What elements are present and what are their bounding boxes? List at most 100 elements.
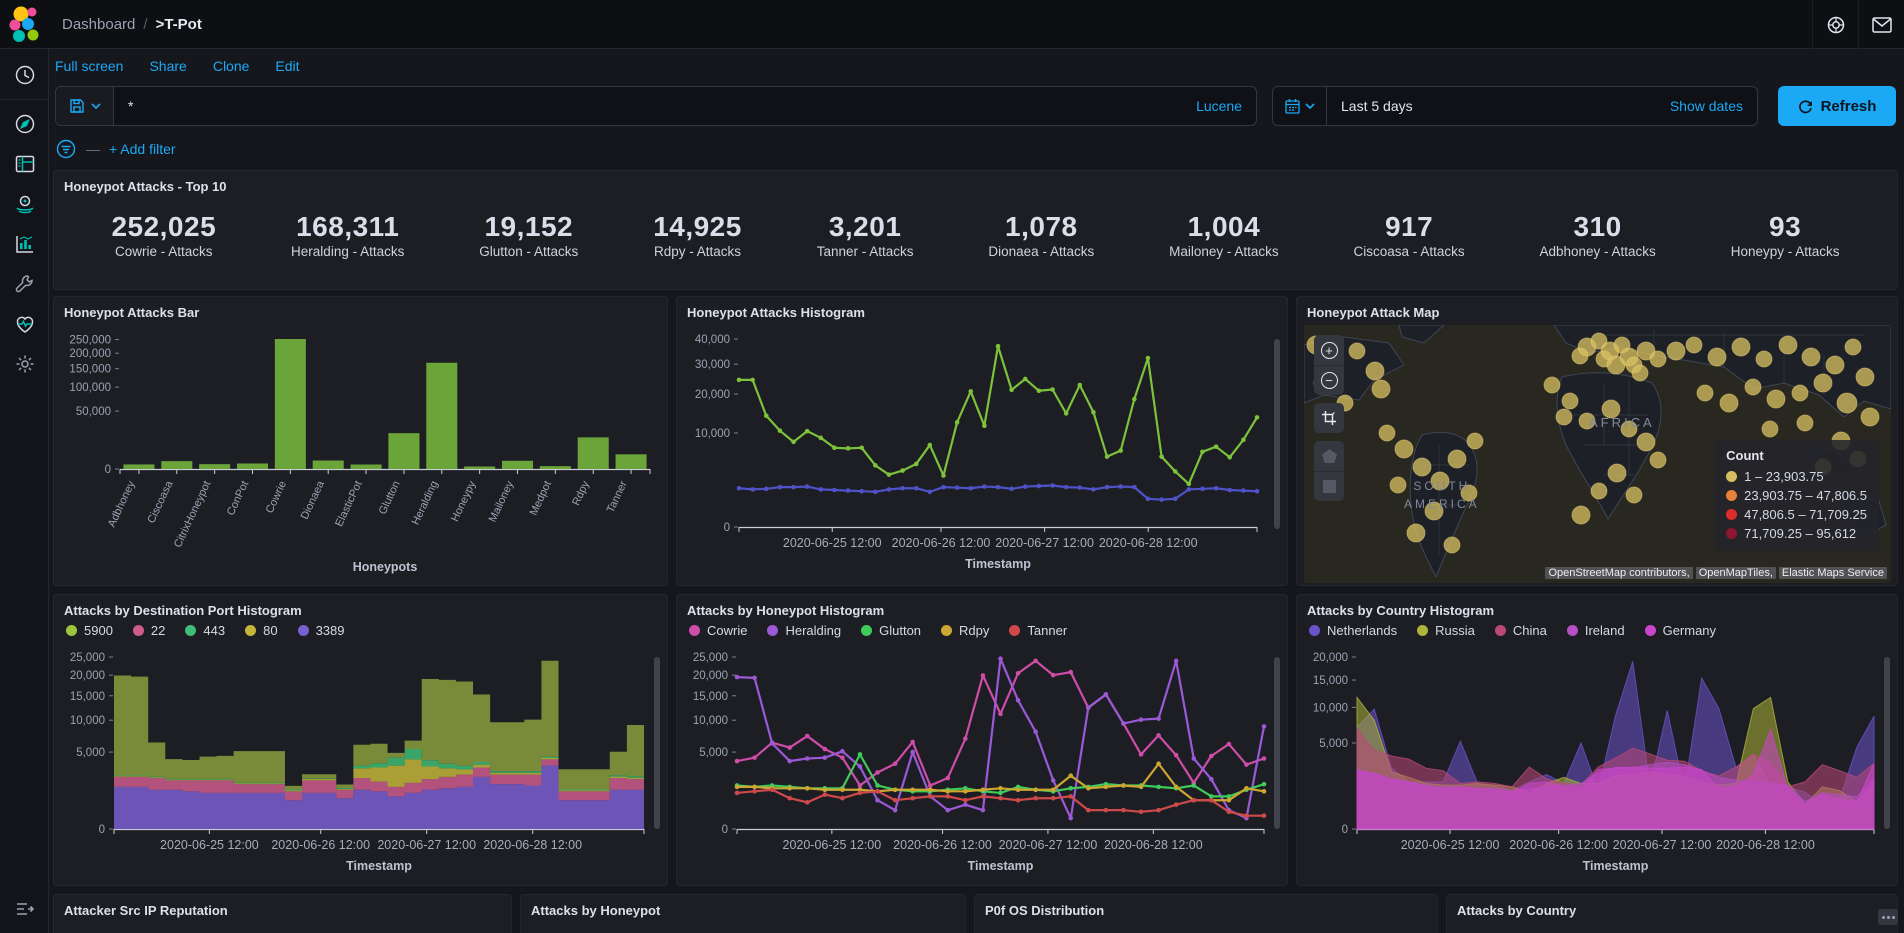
edit-link[interactable]: Edit <box>275 58 300 74</box>
legend-label: Germany <box>1662 623 1717 638</box>
share-link[interactable]: Share <box>149 58 187 74</box>
area-chart-svg[interactable]: 20,000 15,000 10,000 5,000 0 2020-06-25 12:00… <box>1305 649 1890 881</box>
panel-title[interactable]: Attacks by Country <box>1457 903 1577 918</box>
sidebar-item-recently-viewed[interactable] <box>0 55 49 95</box>
legend-item-tanner[interactable]: Tanner <box>1009 623 1067 638</box>
refresh-button[interactable]: Refresh <box>1778 86 1896 126</box>
legend-label: Glutton <box>879 623 922 638</box>
metric-value: 917 <box>1384 211 1434 242</box>
legend-item-heralding[interactable]: Heralding <box>767 623 841 638</box>
panel-title[interactable]: Attacks by Destination Port Histogram <box>64 603 302 618</box>
panel-title[interactable]: Attacks by Honeypot <box>531 903 661 918</box>
panel-title[interactable]: P0f OS Distribution <box>985 903 1105 918</box>
panel-title[interactable]: Honeypot Attack Map <box>1307 305 1440 320</box>
svg-text:2020-06-25 12:00: 2020-06-25 12:00 <box>160 838 259 852</box>
stacked-area-chart-svg[interactable]: 25,000 20,000 15,000 10,000 5,000 0 2020-06-25… <box>62 649 660 881</box>
honeypot-attacks-histogram-chart[interactable]: 40,000 30,000 20,000 10,000 0 2020-06-25 12:0… <box>685 331 1275 583</box>
panel-title[interactable]: Attacker Src IP Reputation <box>64 903 228 918</box>
legend-item-1-23-903-75[interactable]: 1 – 23,903.75 <box>1726 469 1867 484</box>
map-draw-polygon-button[interactable] <box>1314 441 1344 471</box>
legend-item-russia[interactable]: Russia <box>1417 623 1475 638</box>
saved-query-menu-button[interactable] <box>56 87 114 125</box>
more-options-button[interactable] <box>1878 909 1898 925</box>
sidebar-item-maps[interactable] <box>0 184 49 224</box>
panel-scrollbar[interactable] <box>654 657 660 829</box>
svg-text:2020-06-28 12:00: 2020-06-28 12:00 <box>1099 536 1198 550</box>
clone-link[interactable]: Clone <box>212 58 250 74</box>
attribution-osm[interactable]: OpenStreetMap contributors, <box>1545 567 1693 579</box>
elastic-logo[interactable] <box>0 0 49 49</box>
metric-tanner: 3,201 Tanner - Attacks <box>817 211 914 259</box>
full-screen-link[interactable]: Full screen <box>55 58 124 74</box>
newsfeed-button[interactable] <box>1858 0 1904 49</box>
sidebar-item-dashboard[interactable] <box>0 144 49 184</box>
legend-item-china[interactable]: China <box>1494 623 1547 638</box>
line-chart-svg[interactable]: 40,000 30,000 20,000 10,000 0 2020-06-25 12:0… <box>685 331 1275 583</box>
svg-text:0: 0 <box>722 824 728 836</box>
svg-text:20,000: 20,000 <box>695 389 730 401</box>
attacks-by-country-chart[interactable]: 20,000 15,000 10,000 5,000 0 2020-06-25 12:00… <box>1305 649 1890 881</box>
legend-item-80[interactable]: 80 <box>245 623 278 638</box>
metric-rdpy: 14,925 Rdpy - Attacks <box>653 211 742 259</box>
svg-text:2020-06-27 12:00: 2020-06-27 12:00 <box>995 536 1094 550</box>
svg-text:150,000: 150,000 <box>69 364 111 376</box>
sidebar-item-management[interactable] <box>0 344 49 384</box>
panel-title[interactable]: Honeypot Attacks Bar <box>64 305 200 320</box>
svg-text:0: 0 <box>724 522 730 534</box>
date-picker-bar: Last 5 days Show dates <box>1272 86 1758 126</box>
add-filter-button[interactable]: + Add filter <box>109 141 176 157</box>
date-quick-select-button[interactable] <box>1273 87 1327 125</box>
legend-item-443[interactable]: 443 <box>185 623 225 638</box>
panel-title[interactable]: Attacks by Honeypot Histogram <box>687 603 885 618</box>
attack-map[interactable]: + − AFRICA <box>1304 325 1891 583</box>
attribution-elastic-maps[interactable]: Elastic Maps Service <box>1778 567 1887 579</box>
legend-item-netherlands[interactable]: Netherlands <box>1309 623 1397 638</box>
legend-item-glutton[interactable]: Glutton <box>861 623 921 638</box>
legend-item-22[interactable]: 22 <box>132 623 165 638</box>
legend-item-71-709-25-95-612[interactable]: 71,709.25 – 95,612 <box>1726 526 1867 541</box>
sidebar-item-visualize[interactable] <box>0 224 49 264</box>
panel-title[interactable]: Honeypot Attacks - Top 10 <box>64 179 227 194</box>
multi-line-chart-svg[interactable]: 25,000 20,000 15,000 10,000 5,000 0 2020-06-25… <box>685 649 1280 881</box>
map-draw-bounds-button[interactable] <box>1314 471 1344 501</box>
legend-item-cowrie[interactable]: Cowrie <box>689 623 747 638</box>
svg-text:2020-06-27 12:00: 2020-06-27 12:00 <box>377 838 476 852</box>
query-language-selector[interactable]: Lucene <box>1196 98 1242 114</box>
panel-title[interactable]: Attacks by Country Histogram <box>1307 603 1495 618</box>
panel-scrollbar[interactable] <box>1884 657 1890 829</box>
show-dates-button[interactable]: Show dates <box>1669 98 1743 114</box>
legend-dot <box>941 625 953 636</box>
map-fit-data-button[interactable] <box>1314 403 1344 433</box>
legend-item-47-806-5-71-709-25[interactable]: 47,806.5 – 71,709.25 <box>1726 507 1867 522</box>
filter-icon[interactable] <box>55 138 77 160</box>
destination-port-chart[interactable]: 25,000 20,000 15,000 10,000 5,000 0 2020-06-25… <box>62 649 660 881</box>
honeypot-attacks-bar-chart[interactable]: 250,000 200,000 150,000 100,000 50,000 0 Adbho… <box>62 331 660 581</box>
help-button[interactable] <box>1812 0 1858 49</box>
panel-title[interactable]: Honeypot Attacks Histogram <box>687 305 865 320</box>
legend-item-germany[interactable]: Germany <box>1644 623 1717 638</box>
legend-item-23-903-75-47-806-5[interactable]: 23,903.75 – 47,806.5 <box>1726 488 1867 503</box>
panel-scrollbar[interactable] <box>1274 339 1280 529</box>
breadcrumb-dashboard-link[interactable]: Dashboard <box>62 16 136 33</box>
legend-item-5900[interactable]: 5900 <box>66 623 113 638</box>
sidebar-item-discover[interactable] <box>0 104 49 144</box>
panel-scrollbar[interactable] <box>1274 657 1280 829</box>
query-input[interactable]: * <box>128 98 134 114</box>
sidebar-item-dev-tools[interactable] <box>0 264 49 304</box>
sidebar-item-uptime[interactable] <box>0 304 49 344</box>
svg-text:2020-06-26 12:00: 2020-06-26 12:00 <box>271 838 370 852</box>
svg-text:2020-06-26 12:00: 2020-06-26 12:00 <box>892 536 991 550</box>
attribution-openmaptiles[interactable]: OpenMapTiles, <box>1695 567 1776 579</box>
collapse-sidebar-button[interactable] <box>0 891 49 927</box>
legend-item-rdpy[interactable]: Rdpy <box>941 623 989 638</box>
time-range-value[interactable]: Last 5 days <box>1341 98 1413 114</box>
attacks-by-honeypot-chart[interactable]: 25,000 20,000 15,000 10,000 5,000 0 2020-06-25… <box>685 649 1280 881</box>
legend-item-3389[interactable]: 3389 <box>297 623 344 638</box>
legend-item-ireland[interactable]: Ireland <box>1566 623 1625 638</box>
map-zoom-out-button[interactable]: − <box>1314 365 1344 395</box>
svg-text:2020-06-26 12:00: 2020-06-26 12:00 <box>893 838 992 852</box>
map-zoom-in-button[interactable]: + <box>1314 335 1344 365</box>
svg-text:40,000: 40,000 <box>695 334 730 346</box>
legend-label: Cowrie <box>707 623 748 638</box>
